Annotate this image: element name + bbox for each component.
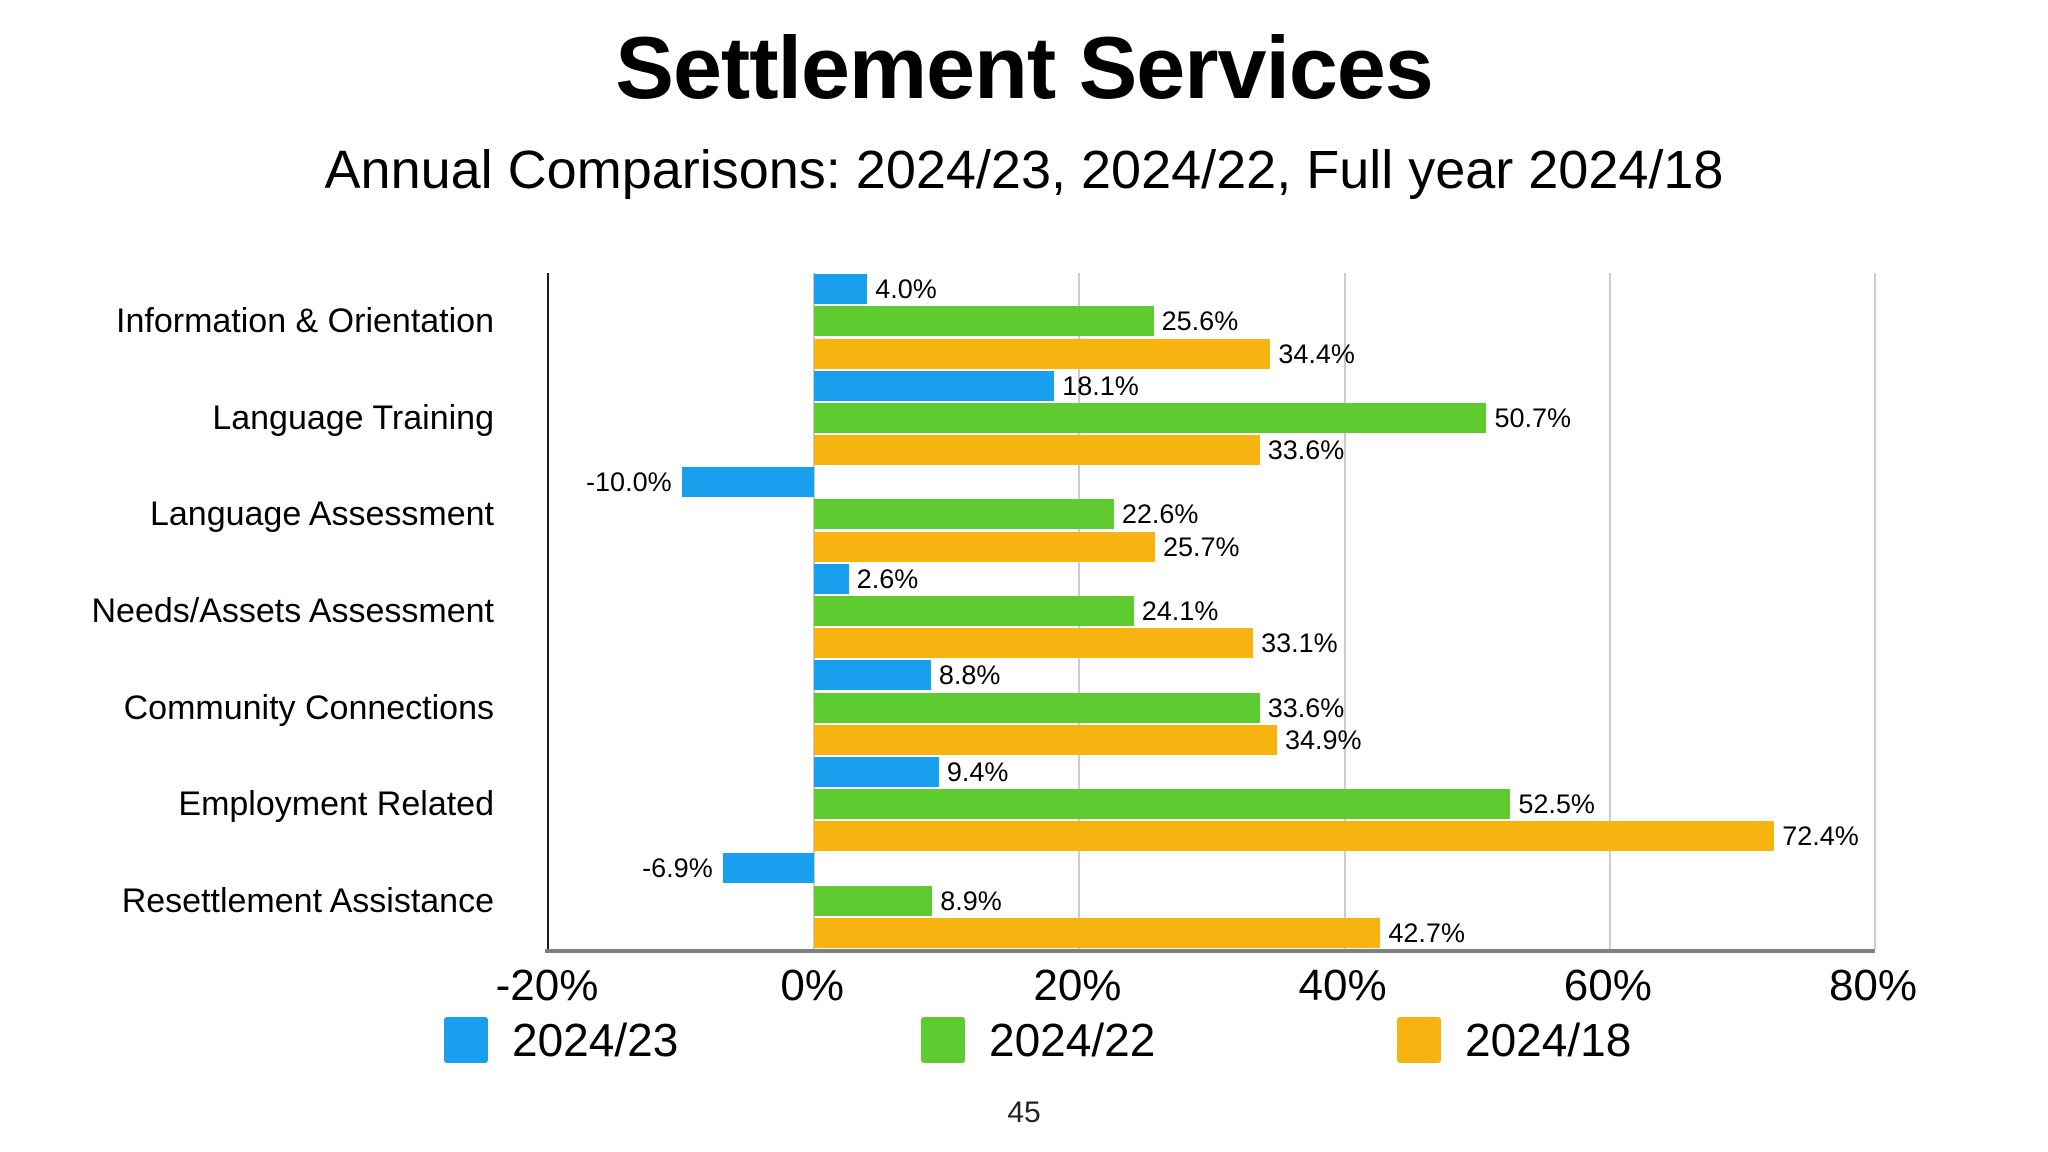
bar-value-label: 4.0% — [875, 273, 937, 304]
bar — [814, 596, 1134, 626]
bar — [814, 402, 1487, 433]
bar — [814, 435, 1260, 466]
bar-value-label: 42.7% — [1388, 918, 1465, 948]
bar — [814, 821, 1775, 852]
gridline — [1608, 273, 1611, 949]
plot-area: 4.0% 25.6% 34.4% 18.1% 50.7% 33.6% -10.0% 22.6%… — [547, 273, 1876, 949]
bar-value-label: 8.9% — [940, 885, 1002, 916]
bar-value-label: 25.7% — [1162, 531, 1240, 562]
legend-label: 2024/18 — [1465, 1014, 1632, 1066]
x-tick-label: 0% — [780, 961, 844, 1010]
bar-chart: Information & Orientation Language Traini… — [0, 273, 2048, 949]
bar-value-label: 52.5% — [1518, 789, 1595, 820]
x-axis-ticks: -20% 0% 20% 40% 60% 80% — [496, 961, 1917, 1012]
bar-value-label: -10.0% — [586, 467, 672, 498]
x-axis-line — [545, 949, 1875, 953]
category-label: Employment Related — [178, 785, 494, 824]
bar — [814, 692, 1260, 723]
x-tick-label: 60% — [1563, 961, 1652, 1010]
chart-title: Settlement Services — [615, 18, 1433, 117]
bar-value-label: 24.1% — [1141, 596, 1219, 626]
legend-swatch — [921, 1017, 965, 1063]
bar — [814, 885, 933, 916]
bar-value-label: 50.7% — [1494, 402, 1572, 433]
legend-item: 2024/23 — [444, 1014, 678, 1066]
bar-value-label: 18.1% — [1062, 370, 1139, 401]
bar — [814, 724, 1277, 755]
category-label: Language Assessment — [149, 495, 494, 534]
bar — [814, 531, 1155, 562]
category-label: Language Training — [212, 398, 494, 437]
bar-value-label: 8.8% — [938, 660, 1001, 691]
category-label: Information & Orientation — [116, 302, 494, 341]
category-label: Needs/Assets Assessment — [91, 592, 494, 630]
x-tick-label: 80% — [1828, 961, 1918, 1010]
gridline — [1874, 273, 1876, 949]
bar-value-label: 34.4% — [1278, 338, 1355, 369]
bar-value-label: 22.6% — [1121, 499, 1199, 530]
bar — [814, 273, 868, 304]
bar — [814, 563, 849, 594]
bar-value-label: 72.4% — [1782, 821, 1859, 852]
bar-value-label: 33.6% — [1267, 692, 1345, 723]
bar-value-label: 2.6% — [856, 563, 919, 594]
category-label: Resettlement Assistance — [121, 881, 494, 920]
category-axis: Information & Orientation Language Traini… — [0, 273, 520, 949]
bar — [814, 660, 931, 691]
legend-label: 2024/22 — [989, 1014, 1156, 1066]
bar — [814, 789, 1511, 820]
bar — [814, 306, 1154, 337]
bar-value-label: 33.1% — [1261, 628, 1338, 659]
bar-value-label: -6.9% — [642, 853, 713, 884]
legend-item: 2024/18 — [1397, 1014, 1631, 1066]
x-tick-label: 20% — [1033, 961, 1122, 1010]
legend-swatch — [1397, 1017, 1441, 1063]
bar — [681, 467, 815, 498]
bar — [814, 628, 1254, 659]
gridline — [1343, 273, 1346, 949]
x-tick-label: -20% — [495, 961, 599, 1010]
page-number: 45 — [1007, 1096, 1041, 1129]
legend-swatch — [444, 1017, 488, 1063]
bar — [814, 499, 1114, 530]
bar — [814, 370, 1055, 401]
legend-label: 2024/23 — [512, 1014, 679, 1066]
bar — [722, 853, 815, 884]
bar-value-label: 34.9% — [1284, 724, 1362, 755]
legend-item: 2024/22 — [921, 1014, 1155, 1066]
bar-value-label: 33.6% — [1267, 435, 1345, 466]
chart-subtitle: Annual Comparisons: 2024/23, 2024/22, Fu… — [324, 140, 1724, 200]
bar-value-label: 9.4% — [946, 756, 1009, 787]
x-tick-label: 40% — [1298, 961, 1387, 1010]
bar — [814, 756, 939, 787]
bar — [814, 338, 1271, 369]
bar-value-label: 25.6% — [1161, 306, 1239, 337]
chart-legend: 2024/23 2024/22 2024/18 — [0, 1014, 2048, 1066]
category-label: Community Connections — [123, 688, 494, 727]
bar — [814, 918, 1381, 948]
